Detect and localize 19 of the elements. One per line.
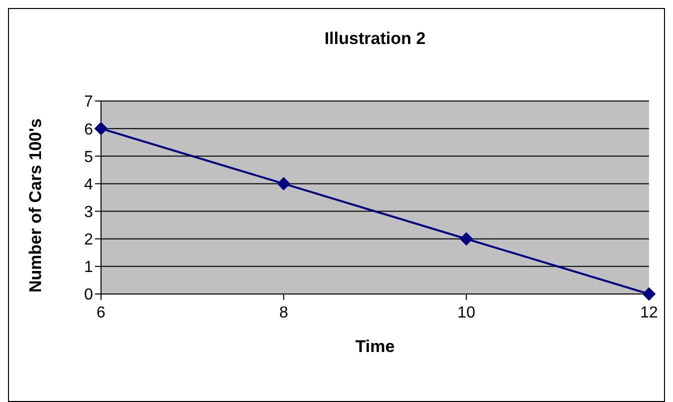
point <box>94 122 108 136</box>
point <box>277 177 290 190</box>
y-tick-label: 7 <box>84 94 94 111</box>
y-tick-label: 6 <box>84 121 94 138</box>
point <box>642 288 656 300</box>
y-tick-label: 2 <box>84 232 94 249</box>
y-tick-label: 5 <box>84 148 94 166</box>
x-axis-title: Time <box>355 337 395 356</box>
x-tick-label: 8 <box>279 304 288 322</box>
y-axis-title: Number of Cars 100's <box>26 118 46 292</box>
y-tick-label: 0 <box>84 286 94 304</box>
y-tick-label: 3 <box>84 204 94 221</box>
chart-title: Illustration 2 <box>323 29 427 49</box>
y-tick-label: 1 <box>84 259 94 276</box>
x-tick-label: 10 <box>457 304 476 322</box>
x-tick-label: 12 <box>640 304 658 322</box>
y-tick-label: 4 <box>84 176 94 194</box>
point <box>460 232 473 246</box>
x-tick-label: 6 <box>96 304 106 322</box>
